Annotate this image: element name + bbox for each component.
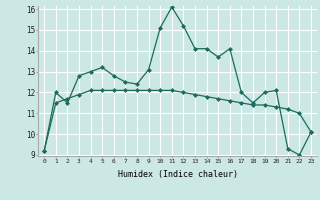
X-axis label: Humidex (Indice chaleur): Humidex (Indice chaleur) — [118, 170, 238, 179]
